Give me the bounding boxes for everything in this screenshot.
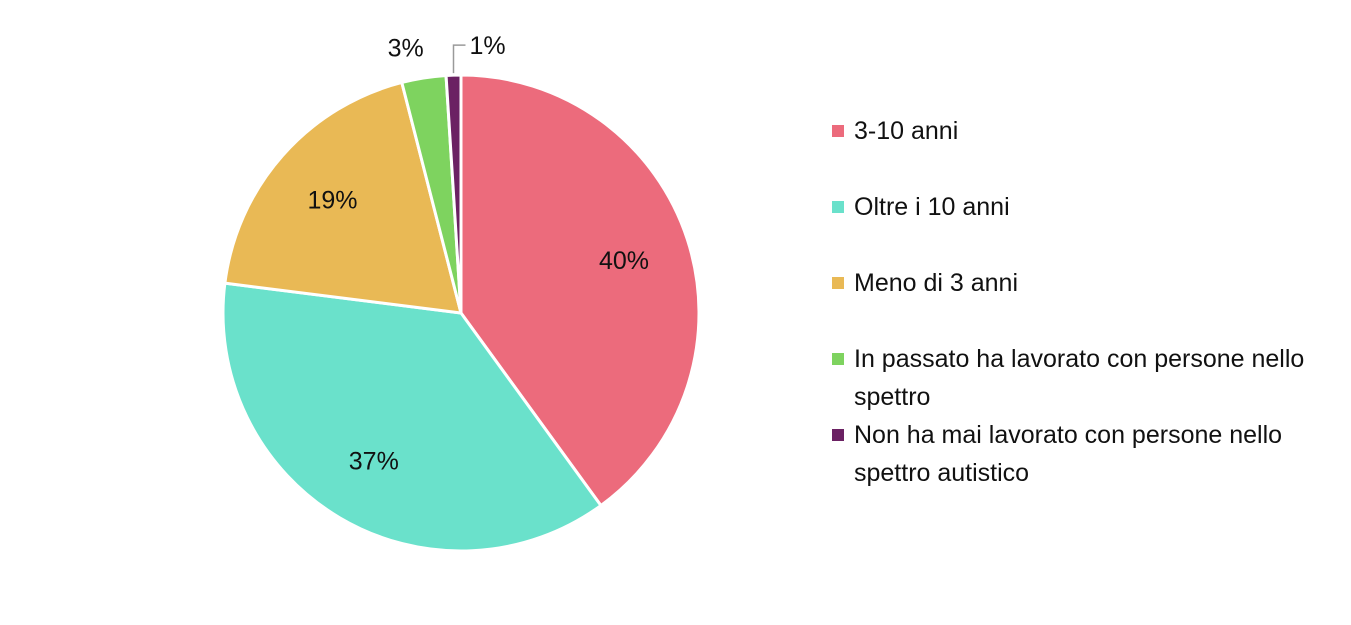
pie-chart-plot: 40% 37% 19% 3% 1%	[221, 32, 701, 553]
legend-swatch	[832, 353, 844, 365]
pie-slice-meno-3-anni	[223, 80, 463, 315]
leader-lines	[452, 44, 466, 74]
legend-item-non-ha-mai: Non ha mai lavorato con persone nello sp…	[832, 416, 1314, 492]
legend-item-oltre-10-anni: Oltre i 10 anni	[832, 188, 1344, 226]
pie-slices	[221, 73, 701, 553]
legend-swatch	[832, 277, 844, 289]
legend-label: Non ha mai lavorato con persone nello sp…	[854, 421, 1283, 487]
data-label-in-passato: 3%	[388, 34, 424, 62]
data-label-non-ha-mai: 1%	[470, 32, 506, 60]
legend-swatch	[832, 201, 844, 213]
data-label-oltre-10-anni: 37%	[349, 448, 399, 476]
leader-line-non-ha-mai	[452, 44, 466, 74]
legend-label: Meno di 3 anni	[854, 269, 1019, 297]
legend-item-meno-3-anni: Meno di 3 anni	[832, 264, 1344, 302]
legend-label: Oltre i 10 anni	[854, 193, 1010, 221]
legend-item-3-10-anni: 3-10 anni	[832, 112, 1344, 150]
legend-item-in-passato: In passato ha lavorato con persone nello…	[832, 340, 1334, 416]
pie-slice-3-10-anni	[459, 73, 701, 508]
pie-slice-oltre-10-anni	[221, 281, 603, 553]
data-label-3-10-anni: 40%	[599, 247, 649, 275]
legend-label: 3-10 anni	[854, 117, 959, 145]
data-label-meno-3-anni: 19%	[307, 187, 357, 215]
legend-label: In passato ha lavorato con persone nello…	[854, 345, 1305, 411]
legend-swatch	[832, 429, 844, 441]
legend-swatch	[832, 125, 844, 137]
pie-slice-non-ha-mai	[444, 73, 463, 315]
data-labels: 40% 37% 19% 3% 1%	[307, 32, 649, 475]
